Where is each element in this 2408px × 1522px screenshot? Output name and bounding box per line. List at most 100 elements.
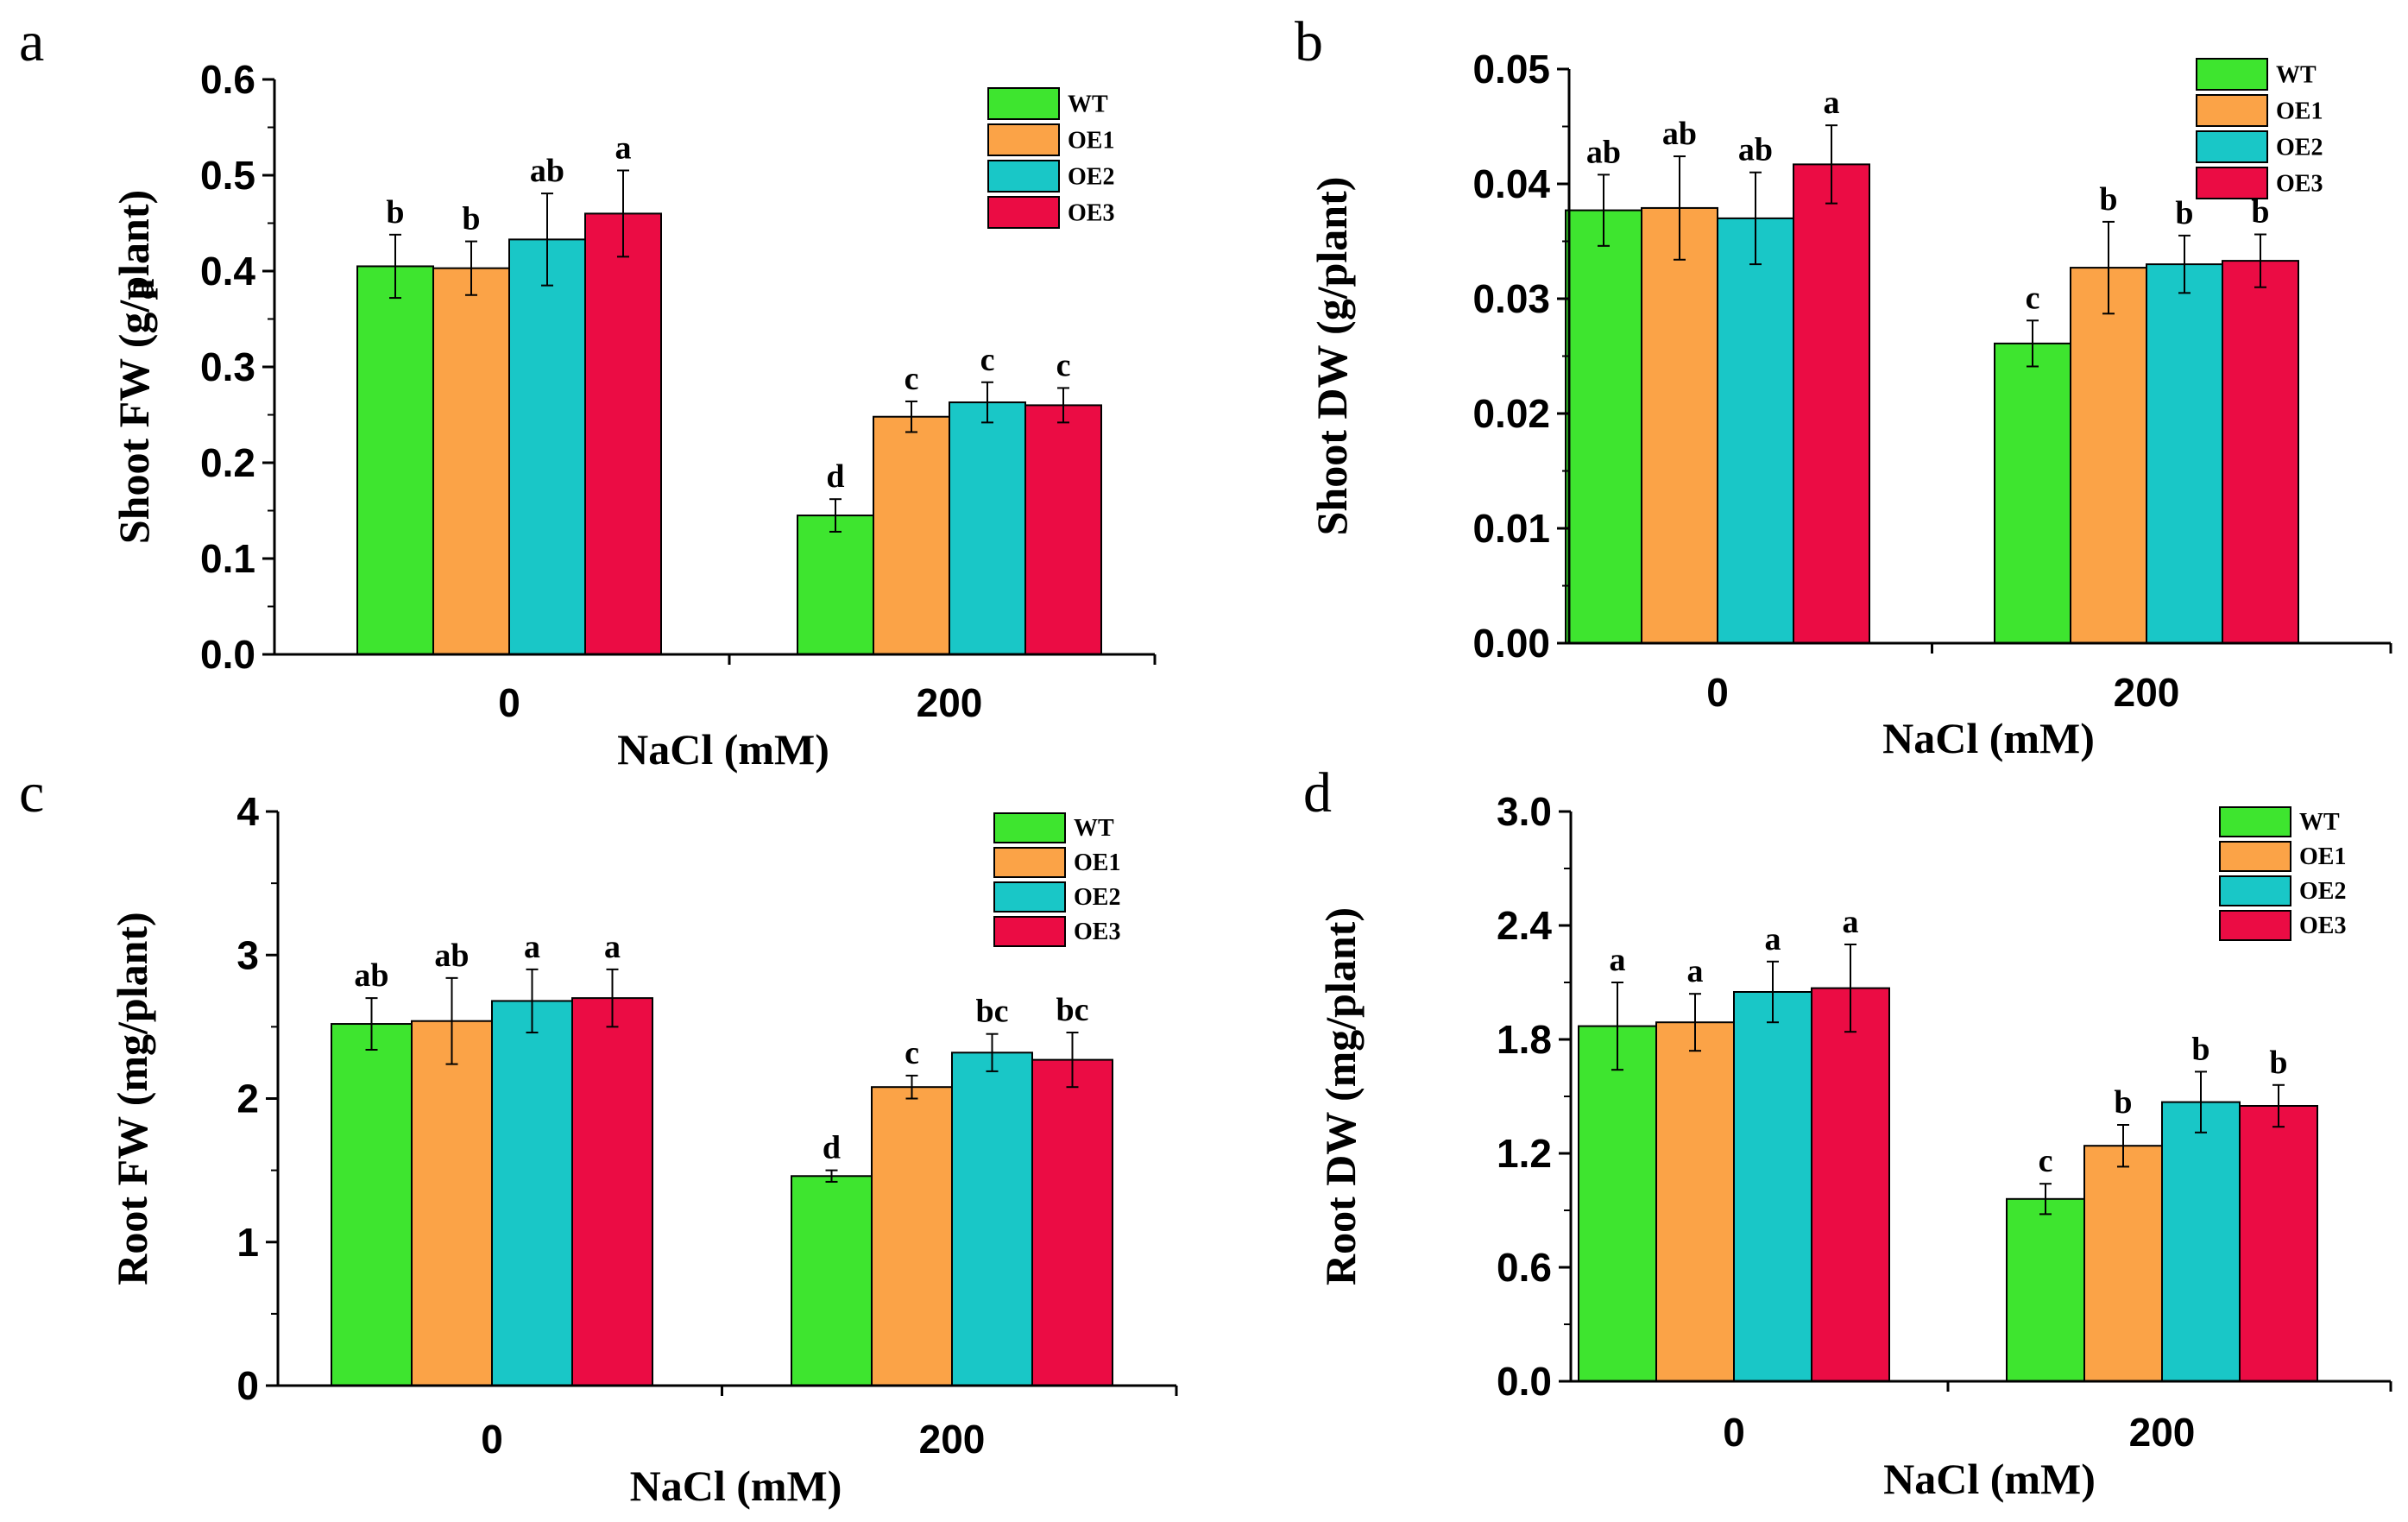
legend-item-oe2: OE2 [993, 881, 1120, 913]
error-bar [2117, 1124, 2129, 1168]
y-tick-label: 0.3 [200, 344, 255, 389]
significance-label: c [980, 342, 995, 378]
bar-oe1-200 [871, 1086, 953, 1386]
bar-oe1-200 [873, 415, 950, 655]
bar-wt-0 [356, 265, 434, 655]
bar-oe3-0 [571, 997, 653, 1386]
error-bar [465, 240, 477, 296]
legend-label: OE1 [2299, 843, 2346, 870]
y-tick-label: 0.01 [1472, 506, 1550, 551]
bar-oe2-0 [1733, 991, 1812, 1382]
error-bar [2027, 319, 2039, 368]
legend-label: WT [2276, 61, 2317, 88]
error-bar [389, 233, 401, 300]
y-tick-label: 0.0 [200, 632, 255, 677]
y-tick-label: 0 [236, 1363, 259, 1408]
error-bar [986, 1033, 999, 1072]
bar-oe3-0 [1811, 987, 1890, 1382]
significance-label: a [615, 129, 632, 166]
significance-label: b [2191, 1031, 2209, 1067]
bar-wt-200 [2006, 1197, 2085, 1383]
y-tick-label: 0.6 [200, 57, 255, 102]
y-axis-title: Shoot DW (g/plant) [1308, 177, 1356, 536]
legend-label: OE2 [1068, 163, 1114, 190]
bar-oe1-0 [1655, 1021, 1735, 1382]
x-tick-label: 200 [917, 680, 983, 725]
y-tick-label: 1.2 [1497, 1131, 1552, 1176]
panel-letter: b [1295, 10, 1323, 73]
legend-swatch [2219, 841, 2291, 872]
legend-swatch [2196, 58, 2268, 91]
error-bar [825, 1169, 838, 1183]
bar-oe1-200 [2070, 267, 2147, 644]
legend-swatch [2219, 806, 2291, 837]
x-tick-label: 200 [2114, 670, 2180, 715]
error-bar [1598, 174, 1610, 247]
legend-swatch [2219, 910, 2291, 941]
error-bar [365, 997, 378, 1051]
bar-oe3-200 [2222, 260, 2299, 644]
y-tick-label: 1 [236, 1220, 259, 1265]
x-axis-title: NaCl (mM) [1883, 1455, 2096, 1503]
significance-label: c [905, 361, 919, 397]
legend-item-oe3: OE3 [2219, 910, 2346, 941]
error-bar [1767, 960, 1779, 1024]
stray-label: a [115, 279, 163, 300]
y-tick-label: 0.02 [1472, 391, 1550, 436]
legend-label: OE1 [2276, 98, 2323, 124]
significance-label: a [524, 929, 540, 965]
significance-label: d [823, 1130, 841, 1166]
chart-panel-d: d a c a b a b a b 0.0 0.6 1.2 1.8 2.4 3.0 0 200 NaCl (mM)… [1303, 761, 2392, 1503]
panel-letter: a [19, 10, 44, 73]
legend-label: OE1 [1074, 849, 1120, 876]
x-axis-title: NaCl (mM) [630, 1462, 842, 1510]
y-tick-label: 0.04 [1472, 161, 1550, 206]
legend: WT OE1 OE2 OE3 [993, 812, 1120, 947]
legend-item-wt: WT [993, 812, 1114, 843]
bar-oe2-200 [949, 401, 1026, 655]
x-tick-label: 200 [2129, 1410, 2196, 1455]
bar-oe1-0 [411, 1020, 493, 1386]
bar-oe2-0 [491, 1000, 573, 1386]
legend-swatch [993, 881, 1066, 913]
error-bar [905, 1074, 918, 1100]
bar-wt-0 [1578, 1025, 1657, 1382]
x-tick-label: 0 [498, 680, 520, 725]
significance-label: bc [976, 994, 1009, 1030]
error-bar [526, 968, 539, 1034]
legend: WT OE1 OE2 OE3 [2196, 58, 2323, 199]
legend-item-oe3: OE3 [987, 196, 1114, 229]
y-tick-label: 4 [236, 789, 259, 834]
x-tick-label: 0 [481, 1417, 503, 1462]
legend-swatch [2219, 875, 2291, 906]
legend-label: OE1 [1068, 127, 1114, 154]
error-bar [1844, 944, 1856, 1033]
legend-label: OE2 [2299, 878, 2346, 905]
legend-swatch [993, 812, 1066, 843]
significance-label: bc [1056, 992, 1089, 1028]
legend-item-oe3: OE3 [2196, 167, 2323, 199]
error-bar [606, 968, 619, 1028]
significance-label: b [2269, 1045, 2287, 1081]
error-bar [2102, 220, 2115, 315]
legend: WT OE1 OE2 OE3 [987, 87, 1114, 229]
significance-label: a [1687, 953, 1704, 989]
x-tick-label: 0 [1706, 670, 1729, 715]
error-bar [1611, 982, 1623, 1071]
bar-oe3-0 [584, 212, 662, 655]
y-tick-label: 2 [236, 1077, 259, 1121]
y-tick-label: 0.2 [200, 440, 255, 485]
error-bar [445, 976, 458, 1065]
legend-swatch [993, 847, 1066, 878]
bar-wt-0 [1565, 209, 1642, 644]
error-bar [2039, 1183, 2052, 1216]
bar-oe1-200 [2083, 1145, 2163, 1382]
error-bar [617, 169, 629, 258]
significance-label: ab [1586, 134, 1621, 170]
error-bar [1674, 155, 1686, 261]
error-bar [1749, 171, 1762, 266]
legend: WT OE1 OE2 OE3 [2219, 806, 2346, 941]
legend-item-oe2: OE2 [2219, 875, 2346, 906]
bar-oe3-0 [1793, 163, 1870, 644]
